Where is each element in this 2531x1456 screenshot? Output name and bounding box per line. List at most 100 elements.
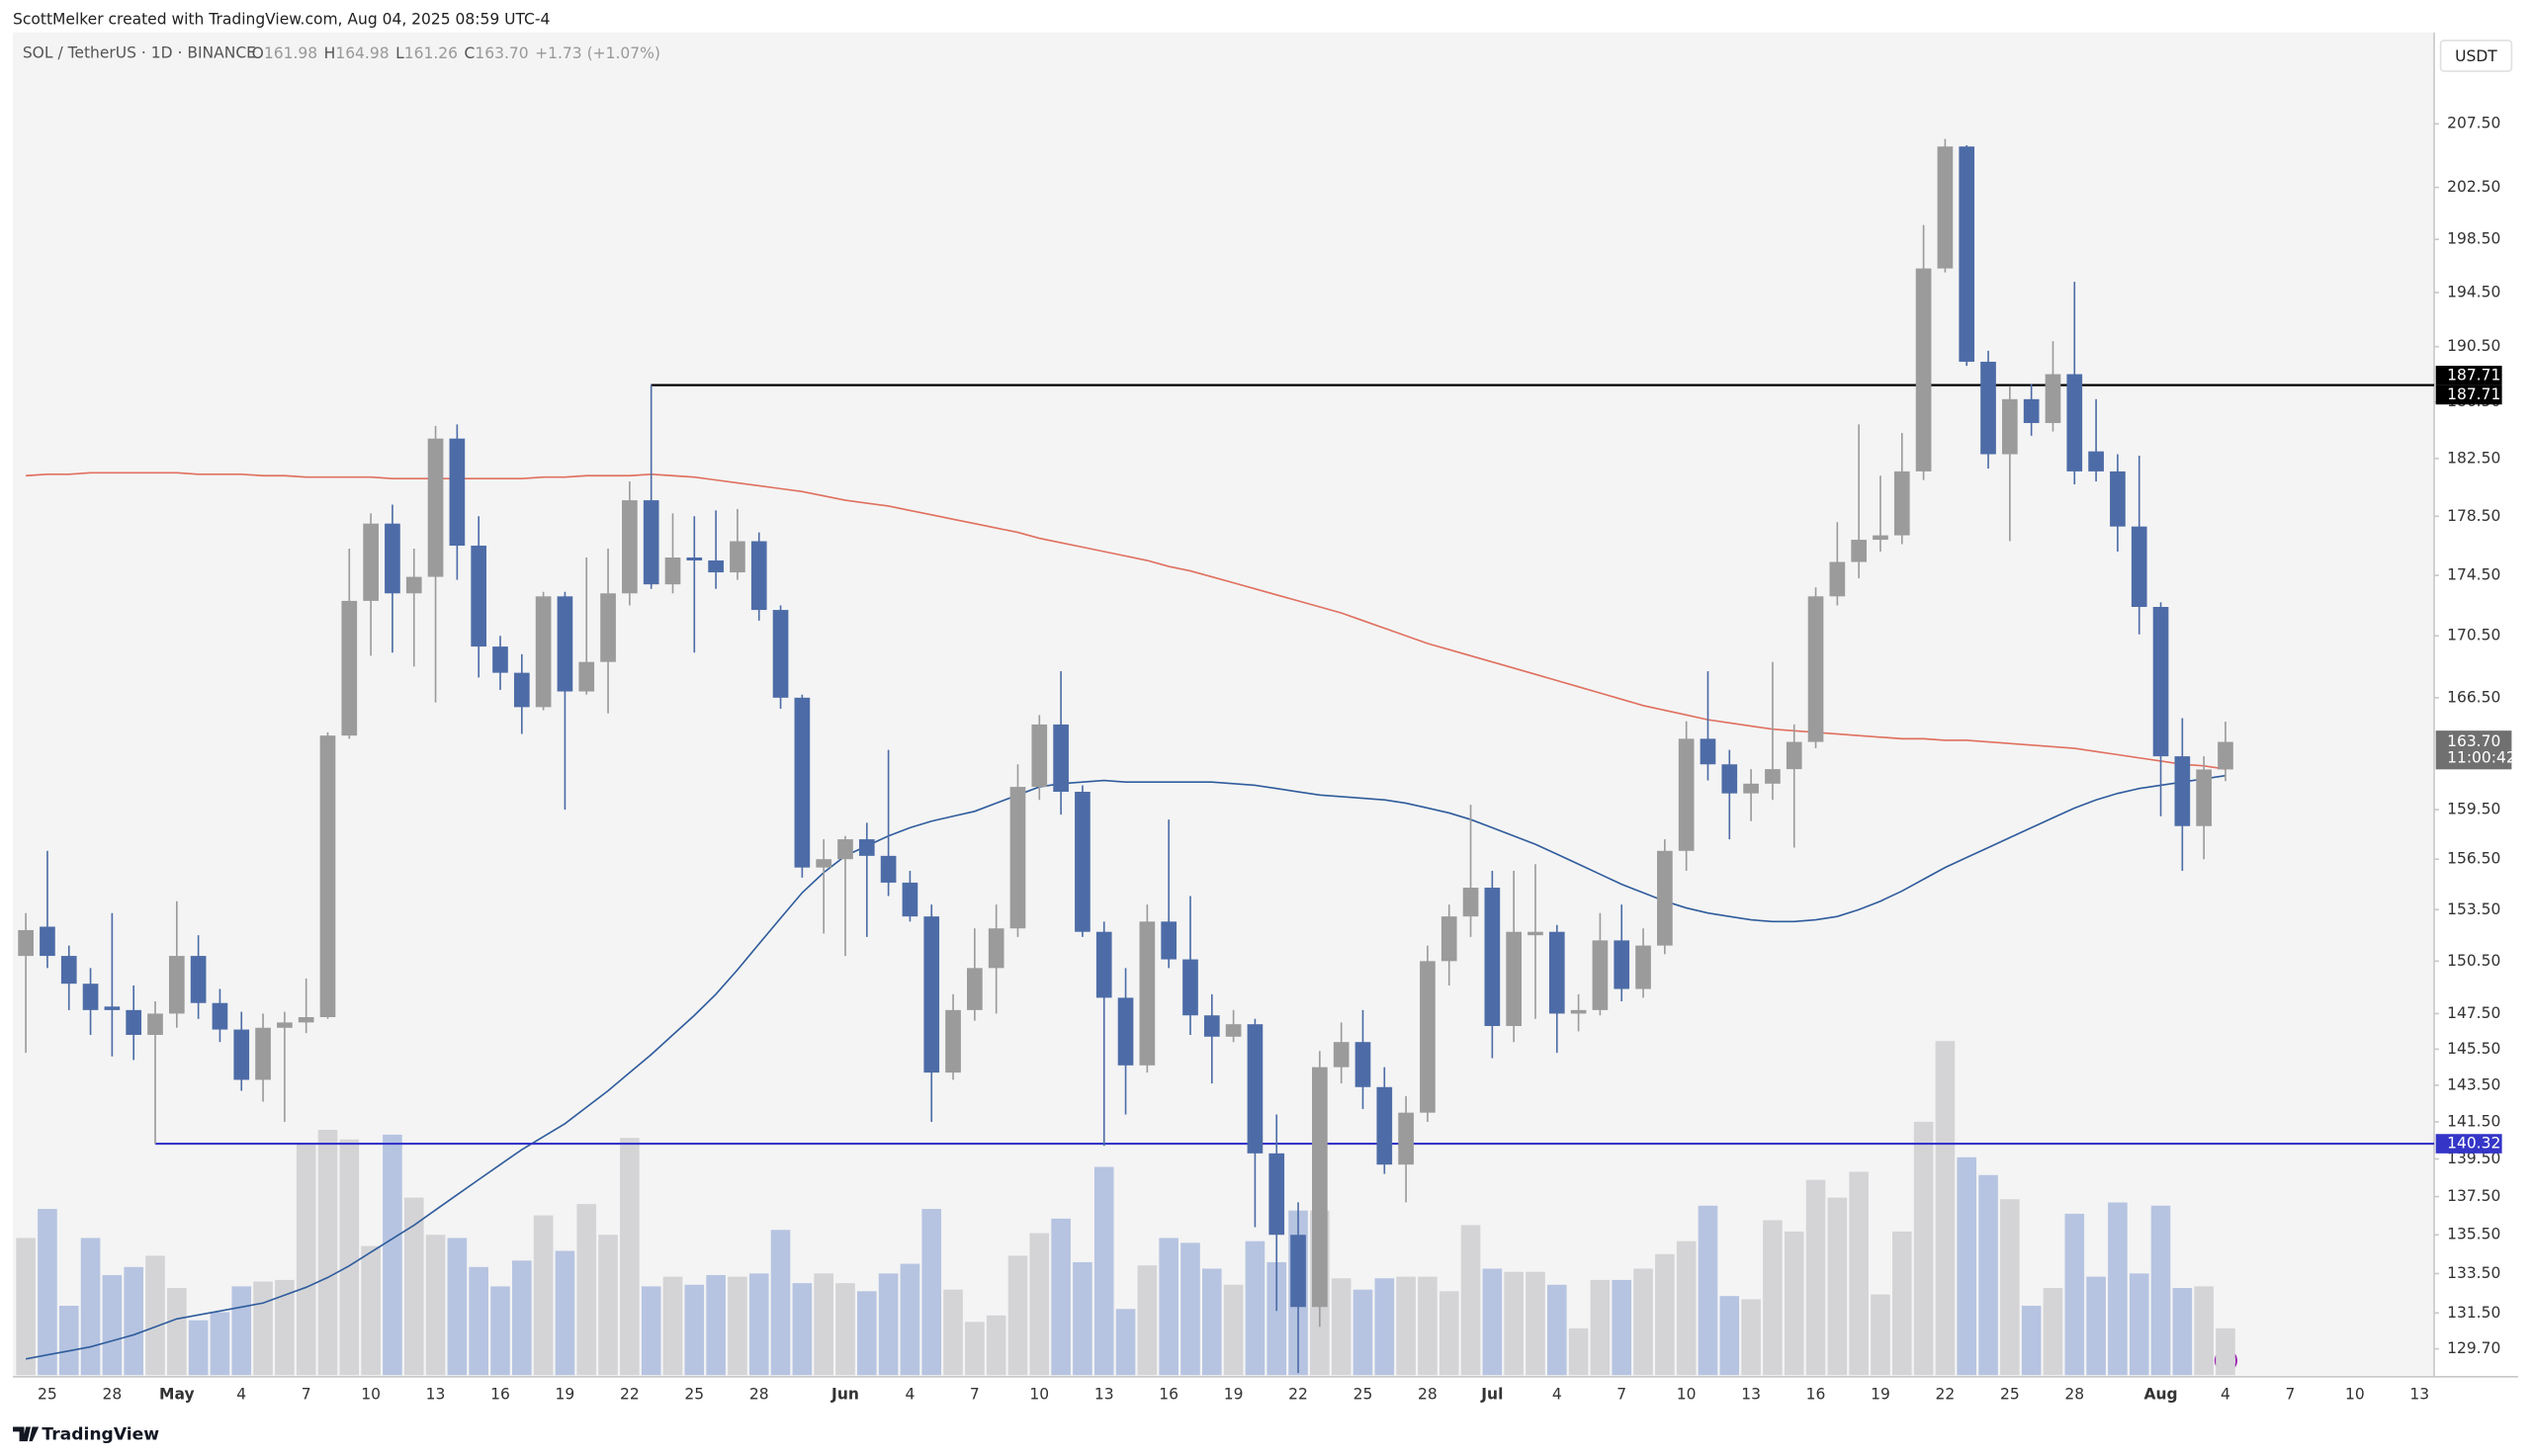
candle-body — [708, 560, 724, 573]
candle-body — [18, 929, 34, 957]
y-tick-label: 153.50 — [2447, 900, 2500, 918]
x-tick-label: 13 — [426, 1385, 446, 1403]
x-tick-label: 13 — [1094, 1385, 1114, 1403]
currency-button[interactable] — [2439, 40, 2513, 72]
candle-body — [2045, 374, 2061, 423]
volume-bar — [1849, 1171, 1869, 1376]
volume-bar — [16, 1238, 36, 1376]
candle-body — [1075, 792, 1091, 932]
currency-label[interactable]: USDT — [2455, 47, 2497, 65]
candle-body — [1743, 783, 1759, 794]
volume-bar — [878, 1273, 899, 1376]
volume-bar — [2150, 1205, 2171, 1376]
volume-bar — [1891, 1231, 1912, 1376]
candle-body — [1678, 738, 1695, 851]
candle-body — [82, 984, 99, 1010]
level-label: 140.32 — [2447, 1135, 2500, 1153]
volume-bar — [533, 1215, 554, 1376]
x-tick-label: 16 — [490, 1385, 510, 1403]
candle-body — [471, 546, 487, 647]
volume-bar — [38, 1209, 57, 1376]
candle-body — [1829, 561, 1846, 597]
y-tick-label: 194.50 — [2447, 283, 2500, 300]
candle-body — [837, 839, 853, 860]
volume-bar — [1741, 1299, 1761, 1376]
ohlc-value: 161.98 — [264, 44, 317, 62]
candle-body — [1765, 769, 1781, 784]
ohlc-value: 164.98 — [335, 44, 389, 62]
volume-bar — [1007, 1255, 1028, 1376]
volume-bar — [986, 1315, 1006, 1376]
x-tick-label: 22 — [1936, 1385, 1956, 1403]
candle-body — [578, 661, 595, 692]
candle-body — [1592, 940, 1609, 1010]
candle-body — [1290, 1235, 1306, 1308]
x-tick-label: 25 — [684, 1385, 704, 1403]
credit: ScottMelker created with TradingView.com… — [13, 10, 550, 28]
volume-bar — [1590, 1279, 1611, 1376]
x-tick-label: 7 — [302, 1385, 311, 1403]
candle-body — [126, 1009, 142, 1035]
volume-bar — [1676, 1241, 1697, 1376]
volume-bar — [102, 1274, 123, 1376]
volume-bar — [792, 1283, 813, 1376]
candle-body — [880, 855, 897, 883]
ohlc-legend: O161.98 H164.98 L161.26 C163.70 +1.73 (+1.07… — [252, 44, 660, 62]
y-tick-label: 143.50 — [2447, 1075, 2500, 1093]
candle-body — [363, 523, 379, 601]
volume-bar — [706, 1274, 726, 1376]
volume-bar — [598, 1235, 618, 1376]
volume-bars — [16, 1041, 2235, 1376]
y-tick-label: 190.50 — [2447, 337, 2500, 355]
y-tick-label: 139.50 — [2447, 1150, 2500, 1167]
volume-bar — [857, 1291, 877, 1376]
volume-bar — [1482, 1268, 1503, 1376]
candle-body — [1440, 916, 1457, 962]
candle-body — [1959, 146, 1975, 362]
volume-bar — [662, 1276, 683, 1376]
x-tick-label: 22 — [1288, 1385, 1308, 1403]
level-label: 187.71 — [2447, 385, 2500, 403]
candle-body — [988, 928, 1004, 969]
x-tick-label: Aug — [2143, 1385, 2177, 1403]
candle-body — [212, 1002, 228, 1030]
candle-body — [1915, 268, 1932, 471]
candle-body — [1570, 1009, 1587, 1014]
candle-body — [1420, 961, 1436, 1113]
volume-bar — [2000, 1199, 2020, 1376]
candle-body — [1657, 850, 1673, 946]
x-tick-label: 13 — [1741, 1385, 1761, 1403]
x-tick-label: 25 — [1353, 1385, 1373, 1403]
ohlc-letter: H — [324, 44, 336, 62]
x-tick-label: 16 — [1806, 1385, 1826, 1403]
candle-body — [2218, 741, 2233, 770]
candle-body — [902, 882, 918, 917]
volume-bar — [1612, 1279, 1632, 1376]
volume-bar — [512, 1260, 532, 1376]
y-tick-label: 178.50 — [2447, 507, 2500, 525]
candle-body — [1484, 888, 1501, 1026]
volume-bar — [2216, 1328, 2235, 1376]
candle-body — [2110, 471, 2126, 527]
candle-body — [535, 596, 552, 708]
volume-bar — [275, 1279, 295, 1376]
y-tick-label: 202.50 — [2447, 178, 2500, 196]
x-tick-label: 7 — [1616, 1385, 1626, 1403]
y-tick-label: 137.50 — [2447, 1187, 2500, 1205]
y-tick-label: 159.50 — [2447, 801, 2500, 818]
volume-bar — [1805, 1179, 1826, 1376]
volume-bar — [58, 1305, 79, 1376]
candle-body — [1247, 1024, 1264, 1154]
change: +1.73 (+1.07%) — [535, 44, 660, 62]
x-tick-label: 7 — [970, 1385, 980, 1403]
candle-body — [1548, 931, 1565, 1014]
x-tick-label: 22 — [620, 1385, 640, 1403]
volume-bar — [2021, 1305, 2042, 1376]
candle-body — [1268, 1153, 1285, 1236]
candle-body — [405, 576, 422, 594]
candle-body — [60, 956, 77, 985]
volume-bar — [383, 1134, 402, 1376]
volume-bar — [231, 1286, 252, 1376]
volume-bar — [1331, 1278, 1352, 1376]
